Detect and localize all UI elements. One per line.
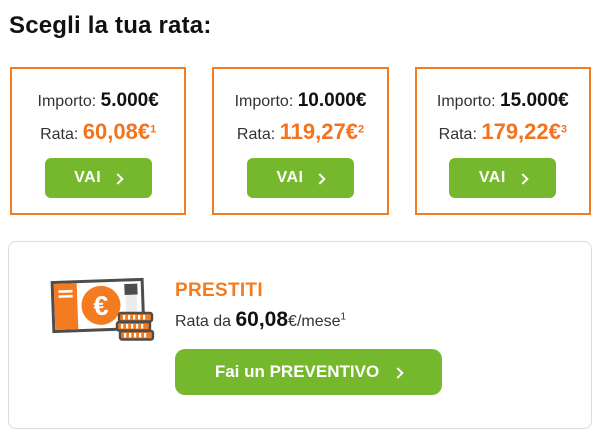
importo-line: Importo: 10.000€: [214, 90, 386, 112]
rata-label: Rata:: [438, 126, 477, 143]
rata-value: 119,27€: [279, 119, 358, 144]
importo-value: 10.000€: [297, 90, 367, 111]
vai-button-15000[interactable]: VAI: [449, 158, 557, 198]
importo-label: Importo:: [234, 93, 294, 110]
page-title: Scegli la tua rata:: [9, 12, 212, 39]
vai-button-label: VAI: [276, 169, 304, 186]
vai-button-label: VAI: [478, 169, 506, 186]
prestiti-promo-card: € PRESTITI Rata da 60,08€/mese1 Fai un P…: [8, 241, 592, 429]
vai-button-label: VAI: [74, 169, 102, 186]
importo-line: Importo: 15.000€: [417, 90, 589, 112]
importo-label: Importo:: [436, 93, 496, 110]
promo-title: PRESTITI: [175, 280, 263, 301]
chevron-right-icon: [112, 172, 124, 185]
importo-line: Importo: 5.000€: [12, 90, 184, 112]
preventivo-button-label: Fai un PREVENTIVO: [214, 362, 380, 381]
chevron-right-icon: [517, 172, 529, 185]
rata-line: Rata: 60,08€1: [12, 119, 184, 145]
promo-rata-unit: €/mese: [288, 313, 341, 330]
banknote-euro-coins-icon: €: [49, 272, 161, 351]
rata-value: 179,22€: [481, 119, 561, 144]
rata-line: Rata: 179,22€3: [417, 119, 589, 145]
rate-card-5000: Importo: 5.000€ Rata: 60,08€1 VAI: [10, 67, 187, 215]
rata-line: Rata: 119,27€2: [214, 119, 386, 145]
promo-rata-line: Rata da 60,08€/mese1: [175, 308, 442, 332]
importo-label: Importo:: [37, 93, 97, 110]
rata-footnote: 2: [357, 123, 365, 136]
importo-value: 5.000€: [100, 90, 159, 111]
vai-button-10000[interactable]: VAI: [246, 158, 354, 198]
rata-label: Rata:: [236, 126, 276, 143]
vai-button-5000[interactable]: VAI: [44, 158, 152, 198]
importo-value: 15.000€: [500, 90, 569, 111]
chevron-right-icon: [314, 172, 327, 185]
rate-cards-row: Importo: 5.000€ Rata: 60,08€1 VAI Import…: [10, 67, 591, 215]
chevron-right-icon: [392, 366, 404, 379]
promo-rata-footnote: 1: [340, 311, 347, 323]
rata-label: Rata:: [40, 126, 79, 143]
promo-content: PRESTITI Rata da 60,08€/mese1 Fai un PRE…: [175, 272, 442, 395]
rata-footnote: 1: [150, 123, 157, 136]
rata-footnote: 3: [560, 123, 567, 136]
preventivo-button[interactable]: Fai un PREVENTIVO: [175, 349, 442, 395]
rata-value: 60,08€: [82, 119, 151, 144]
rate-card-15000: Importo: 15.000€ Rata: 179,22€3 VAI: [414, 67, 591, 215]
promo-rata-amount: 60,08: [235, 308, 289, 331]
promo-rata-prefix: Rata da: [175, 313, 236, 330]
rate-card-10000: Importo: 10.000€ Rata: 119,27€2 VAI: [212, 67, 389, 215]
svg-text:€: €: [93, 291, 109, 322]
